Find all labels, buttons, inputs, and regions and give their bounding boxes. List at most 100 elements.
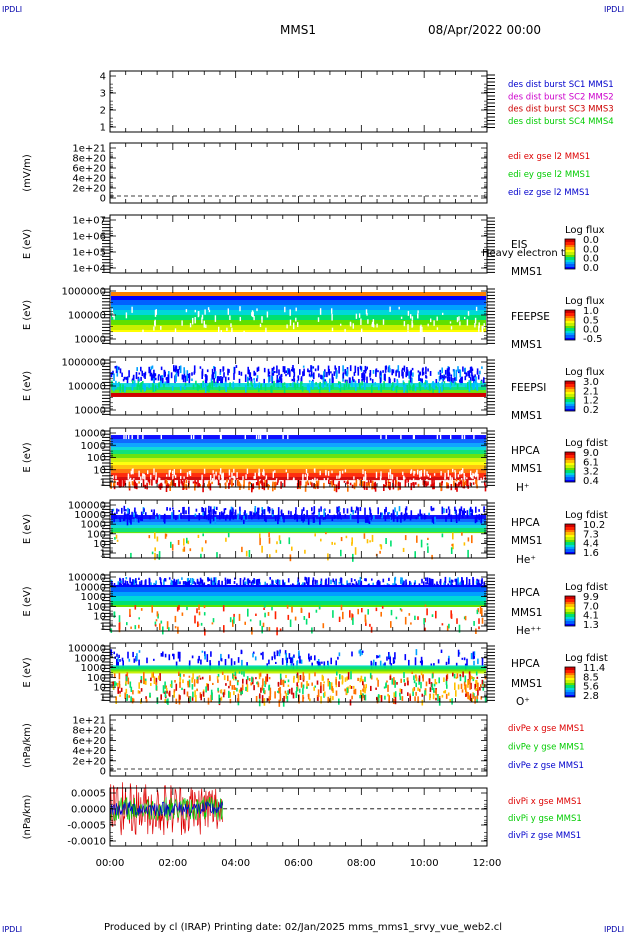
hpca-he-spectrum-speckle bbox=[213, 510, 215, 514]
hpca-h-spectrum-speckle bbox=[315, 480, 318, 488]
hpca-he-spectrum-speckle bbox=[334, 542, 336, 545]
feepsi-spectrum-speckle bbox=[153, 369, 155, 376]
hpca-o-spectrum-speckle bbox=[143, 672, 145, 679]
feepsi-spectrum-speckle bbox=[467, 382, 469, 386]
hpca-h-spectrum-speckle bbox=[361, 481, 364, 486]
hpca-o-colorbar-cell bbox=[565, 682, 575, 684]
feepsi-spectrum-speckle bbox=[330, 384, 332, 390]
hpca-he-colorbar-cell bbox=[565, 525, 575, 527]
hpca-hepp-spectrum-speckle bbox=[197, 623, 200, 626]
feepse-spectrum-row bbox=[111, 314, 486, 316]
hpca-o-spectrum-speckle bbox=[291, 687, 293, 695]
hpca-h-spectrum-gap bbox=[307, 473, 309, 476]
hpca-hepp-spectrum-speckle bbox=[478, 626, 480, 630]
hpca-h-spectrum-gap bbox=[249, 482, 252, 487]
hpca-o-spectrum-speckle bbox=[434, 679, 437, 684]
hpca-h-spectrum-row bbox=[111, 454, 486, 456]
hpca-hepp-spectrum-speckle bbox=[382, 578, 385, 583]
hpca-o-spectrum-speckle bbox=[461, 689, 464, 693]
hpca-h-spectrum-speckle bbox=[182, 482, 184, 490]
hpca-hepp-spectrum-speckle bbox=[247, 608, 249, 617]
hpca-he-spectrum-speckle bbox=[183, 546, 186, 552]
corner-label-bl: IPDLI bbox=[2, 925, 22, 934]
hpca-o-spectrum-speckle bbox=[198, 675, 201, 678]
hpca-h-spectrum-gap bbox=[285, 469, 287, 473]
hpca-o-spectrum-speckle bbox=[444, 690, 447, 694]
hpca-h-spectrum-speckle bbox=[277, 479, 279, 483]
hpca-o-colorbar-cell bbox=[565, 669, 575, 671]
hpca-hepp-spectrum-speckle bbox=[233, 616, 235, 624]
hpca-o-spectrum-speckle bbox=[165, 685, 167, 688]
hpca-h-spectrum-gap bbox=[155, 477, 157, 481]
eis-colorbar-tick-label: 0.0 bbox=[583, 244, 599, 255]
hpca-hepp-spectrum-speckle bbox=[126, 622, 128, 626]
hpca-o-spectrum-speckle bbox=[470, 682, 472, 690]
hpca-h-spectrum-gap bbox=[464, 476, 466, 480]
eis-colorbar-cell bbox=[565, 247, 575, 249]
hpca-o-spectrum-row bbox=[111, 672, 486, 674]
hpca-o-spectrum-speckle bbox=[313, 686, 315, 691]
hpca-he-spectrum-speckle bbox=[404, 535, 407, 541]
hpca-he-spectrum-speckle bbox=[220, 511, 223, 519]
hpca-h-spectrum-speckle bbox=[427, 481, 429, 486]
eis-colorbar-cell bbox=[565, 266, 575, 268]
hpca-o-colorbar-cell bbox=[565, 679, 575, 681]
hpca-h-spectrum-gap bbox=[245, 474, 247, 479]
hpca-he-spectrum-speckle bbox=[409, 516, 412, 521]
hpca-o-spectrum-speckle bbox=[362, 688, 364, 692]
hpca-he-spectrum-speckle bbox=[232, 508, 234, 515]
hpca-hepp-side-label: He⁺⁺ bbox=[516, 625, 541, 637]
feepsi-spectrum-speckle bbox=[157, 383, 160, 388]
feepse-spectrum-row bbox=[111, 322, 486, 324]
hpca-hepp-spectrum-speckle bbox=[311, 627, 313, 634]
eis-colorbar-cell bbox=[565, 241, 575, 243]
hpca-o-spectrum-speckle bbox=[182, 679, 184, 684]
hpca-hepp-spectrum-speckle bbox=[164, 578, 166, 582]
hpca-hepp-spectrum-speckle bbox=[212, 581, 214, 586]
hpca-he-spectrum-speckle bbox=[340, 537, 343, 542]
hpca-hepp-ytick-label: 100000 bbox=[68, 573, 106, 584]
hpca-o-spectrum-speckle bbox=[132, 651, 134, 658]
hpca-hepp-spectrum-speckle bbox=[479, 606, 482, 614]
hpca-o-spectrum-speckle bbox=[251, 676, 253, 683]
feepsi-spectrum-speckle bbox=[247, 381, 249, 387]
eis-colorbar-cell bbox=[565, 263, 575, 265]
hpca-o-spectrum-speckle bbox=[417, 696, 419, 703]
hpca-h-spectrum-gap bbox=[323, 478, 326, 483]
feepsi-spectrum-speckle bbox=[213, 379, 215, 386]
hpca-o-spectrum-speckle bbox=[469, 684, 471, 690]
hpca-o-spectrum-speckle bbox=[321, 661, 323, 664]
hpca-he-spectrum-speckle bbox=[418, 516, 421, 519]
des-dist-legend-entry: des dist burst SC3 MMS3 bbox=[508, 105, 614, 115]
hpca-o-spectrum-speckle bbox=[225, 683, 227, 686]
hpca-hepp-ylabel: E (eV) bbox=[22, 586, 33, 616]
hpca-h-spectrum-speckle bbox=[165, 484, 168, 492]
hpca-o-spectrum-speckle bbox=[268, 677, 271, 680]
hpca-o-spectrum-speckle bbox=[473, 660, 475, 666]
hpca-he-spectrum-speckle bbox=[366, 514, 369, 523]
hpca-o-spectrum-speckle bbox=[117, 662, 119, 668]
hpca-h-spectrum-gap bbox=[220, 468, 222, 474]
feepsi-spectrum-speckle bbox=[250, 381, 252, 385]
hpca-o-spectrum-speckle bbox=[338, 681, 340, 687]
hpca-o-spectrum-speckle bbox=[285, 653, 287, 661]
hpca-h-spectrum-gap bbox=[253, 476, 255, 479]
hpca-o-spectrum-speckle bbox=[288, 688, 291, 694]
hpca-o-spectrum-speckle bbox=[174, 680, 176, 683]
feepsi-ytick-label: 10000 bbox=[74, 406, 106, 417]
hpca-o-spectrum-speckle bbox=[449, 698, 451, 703]
feepse-spectrum-row bbox=[111, 293, 486, 295]
feepsi-spectrum-speckle bbox=[132, 376, 135, 380]
feepsi-spectrum-speckle bbox=[268, 371, 271, 374]
hpca-he-spectrum-speckle bbox=[244, 510, 246, 514]
hpca-hepp-spectrum-speckle bbox=[120, 583, 122, 586]
feepsi-spectrum-speckle bbox=[285, 374, 287, 377]
hpca-h-spectrum-speckle bbox=[237, 479, 239, 487]
hpca-o-spectrum-speckle bbox=[212, 682, 214, 685]
hpca-he-spectrum-speckle bbox=[202, 512, 204, 516]
hpca-o-spectrum-speckle bbox=[431, 673, 434, 679]
feepsi-spectrum-speckle bbox=[273, 366, 275, 370]
edi-legend-entry: edi ex gse l2 MMS1 bbox=[508, 152, 590, 162]
hpca-h-spectrum-gap bbox=[140, 476, 142, 480]
hpca-h-spectrum-speckle bbox=[261, 481, 264, 490]
